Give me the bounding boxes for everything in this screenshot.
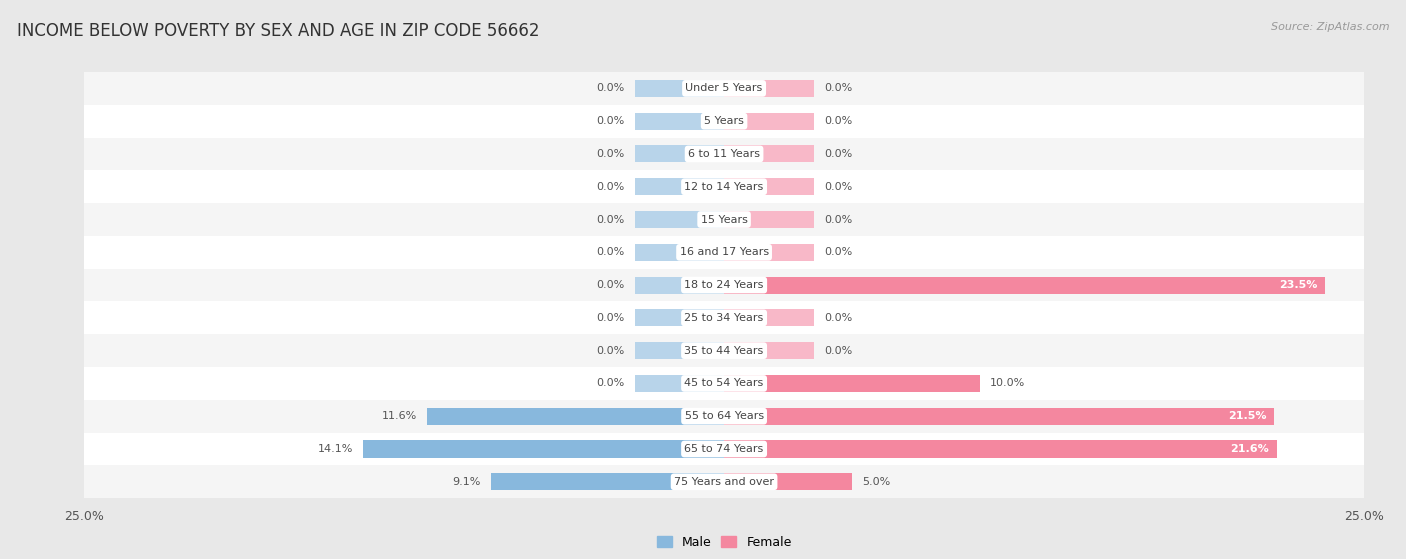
Text: 5 Years: 5 Years (704, 116, 744, 126)
Text: 15 Years: 15 Years (700, 215, 748, 225)
Bar (724, 440, 1277, 457)
Bar (634, 145, 724, 163)
Bar (634, 244, 724, 261)
Bar (724, 113, 814, 130)
Text: 45 to 54 Years: 45 to 54 Years (685, 378, 763, 389)
Bar (724, 408, 1274, 425)
Text: 0.0%: 0.0% (596, 116, 624, 126)
Text: 55 to 64 Years: 55 to 64 Years (685, 411, 763, 421)
Text: 0.0%: 0.0% (596, 247, 624, 257)
Bar (724, 375, 980, 392)
Bar (724, 145, 814, 163)
Bar (84, 400, 1364, 433)
Bar (724, 178, 814, 195)
Text: INCOME BELOW POVERTY BY SEX AND AGE IN ZIP CODE 56662: INCOME BELOW POVERTY BY SEX AND AGE IN Z… (17, 22, 540, 40)
Text: 25 to 34 Years: 25 to 34 Years (685, 313, 763, 323)
Text: 23.5%: 23.5% (1279, 280, 1317, 290)
Text: 21.5%: 21.5% (1227, 411, 1267, 421)
Text: 0.0%: 0.0% (596, 149, 624, 159)
Text: 14.1%: 14.1% (318, 444, 353, 454)
Text: 18 to 24 Years: 18 to 24 Years (685, 280, 763, 290)
Bar (84, 203, 1364, 236)
Bar (84, 367, 1364, 400)
Bar (634, 211, 724, 228)
Text: 0.0%: 0.0% (596, 378, 624, 389)
Text: 10.0%: 10.0% (990, 378, 1025, 389)
Bar (724, 244, 814, 261)
Text: 0.0%: 0.0% (824, 313, 852, 323)
Bar (724, 342, 814, 359)
Bar (724, 473, 852, 490)
Text: 0.0%: 0.0% (824, 247, 852, 257)
Bar (634, 80, 724, 97)
Bar (84, 269, 1364, 301)
Bar (724, 277, 1326, 293)
Text: 0.0%: 0.0% (596, 345, 624, 356)
Text: 0.0%: 0.0% (596, 313, 624, 323)
Text: 6 to 11 Years: 6 to 11 Years (688, 149, 761, 159)
Bar (84, 170, 1364, 203)
Bar (84, 138, 1364, 170)
Text: 0.0%: 0.0% (596, 280, 624, 290)
Bar (634, 309, 724, 326)
Bar (84, 334, 1364, 367)
Bar (84, 466, 1364, 498)
Text: 0.0%: 0.0% (824, 345, 852, 356)
Bar (84, 236, 1364, 269)
Bar (634, 113, 724, 130)
Bar (634, 178, 724, 195)
Bar (363, 440, 724, 457)
Text: 5.0%: 5.0% (862, 477, 890, 487)
Bar (634, 375, 724, 392)
Bar (84, 301, 1364, 334)
Text: 75 Years and over: 75 Years and over (673, 477, 775, 487)
Legend: Male, Female: Male, Female (651, 530, 797, 553)
Bar (634, 342, 724, 359)
Bar (491, 473, 724, 490)
Bar (634, 277, 724, 293)
Bar (427, 408, 724, 425)
Text: 16 and 17 Years: 16 and 17 Years (679, 247, 769, 257)
Bar (724, 211, 814, 228)
Text: 21.6%: 21.6% (1230, 444, 1270, 454)
Text: 0.0%: 0.0% (596, 215, 624, 225)
Bar (724, 309, 814, 326)
Bar (84, 105, 1364, 138)
Text: Under 5 Years: Under 5 Years (686, 83, 762, 93)
Text: 12 to 14 Years: 12 to 14 Years (685, 182, 763, 192)
Bar (84, 433, 1364, 466)
Text: 0.0%: 0.0% (824, 149, 852, 159)
Text: 65 to 74 Years: 65 to 74 Years (685, 444, 763, 454)
Text: 9.1%: 9.1% (453, 477, 481, 487)
Text: 0.0%: 0.0% (596, 182, 624, 192)
Bar (84, 72, 1364, 105)
Text: 0.0%: 0.0% (824, 215, 852, 225)
Text: 0.0%: 0.0% (824, 116, 852, 126)
Text: 0.0%: 0.0% (824, 182, 852, 192)
Text: 35 to 44 Years: 35 to 44 Years (685, 345, 763, 356)
Text: 0.0%: 0.0% (824, 83, 852, 93)
Text: 11.6%: 11.6% (382, 411, 418, 421)
Text: 0.0%: 0.0% (596, 83, 624, 93)
Text: Source: ZipAtlas.com: Source: ZipAtlas.com (1271, 22, 1389, 32)
Bar (724, 80, 814, 97)
